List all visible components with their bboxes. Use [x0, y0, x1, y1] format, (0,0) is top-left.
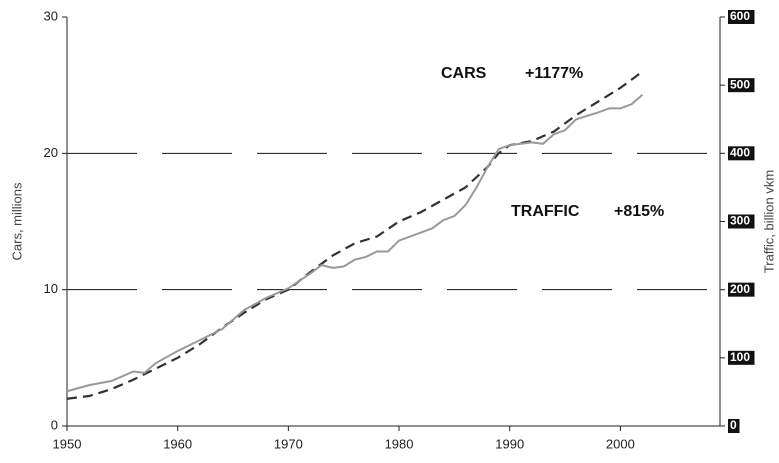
y2-tick-box: [728, 282, 755, 297]
y2-tick-label: 200: [730, 282, 750, 296]
x-tick-label: 1950: [53, 436, 82, 451]
y-tick-label: 20: [44, 145, 58, 160]
annotation: CARS: [441, 65, 487, 82]
series-line: [66, 70, 644, 400]
annotation: +1177%: [525, 65, 583, 82]
series-line: [66, 93, 644, 393]
y2-tick-box: [728, 78, 755, 93]
x-tick-label: 1980: [385, 436, 414, 451]
y2-tick-label: 300: [730, 214, 750, 228]
y2-tick-box: [728, 350, 755, 365]
y-tick-label: 30: [44, 8, 58, 23]
x-tick-label: 1990: [495, 436, 524, 451]
y2-tick-label: 400: [730, 146, 750, 160]
y-tick-label: 10: [44, 281, 58, 296]
y2-axis-label: Traffic, billion vkm: [761, 170, 776, 273]
y2-tick-label: 600: [730, 9, 750, 23]
y2-tick-box: [728, 419, 740, 433]
y2-tick-label: 500: [730, 77, 750, 91]
y2-tick-label: 0: [730, 418, 737, 432]
y2-tick-box: [728, 146, 755, 161]
y-axis-label: Cars, millions: [9, 182, 24, 261]
annotation: +815%: [614, 203, 664, 220]
x-tick-label: 2000: [606, 436, 635, 451]
x-tick-label: 1970: [274, 436, 303, 451]
y2-tick-box: [728, 10, 755, 24]
y2-tick-label: 100: [730, 350, 750, 364]
y2-tick-box: [728, 214, 755, 229]
y-tick-label: 0: [51, 417, 58, 432]
annotation: TRAFFIC: [511, 203, 580, 220]
x-tick-label: 1960: [163, 436, 192, 451]
